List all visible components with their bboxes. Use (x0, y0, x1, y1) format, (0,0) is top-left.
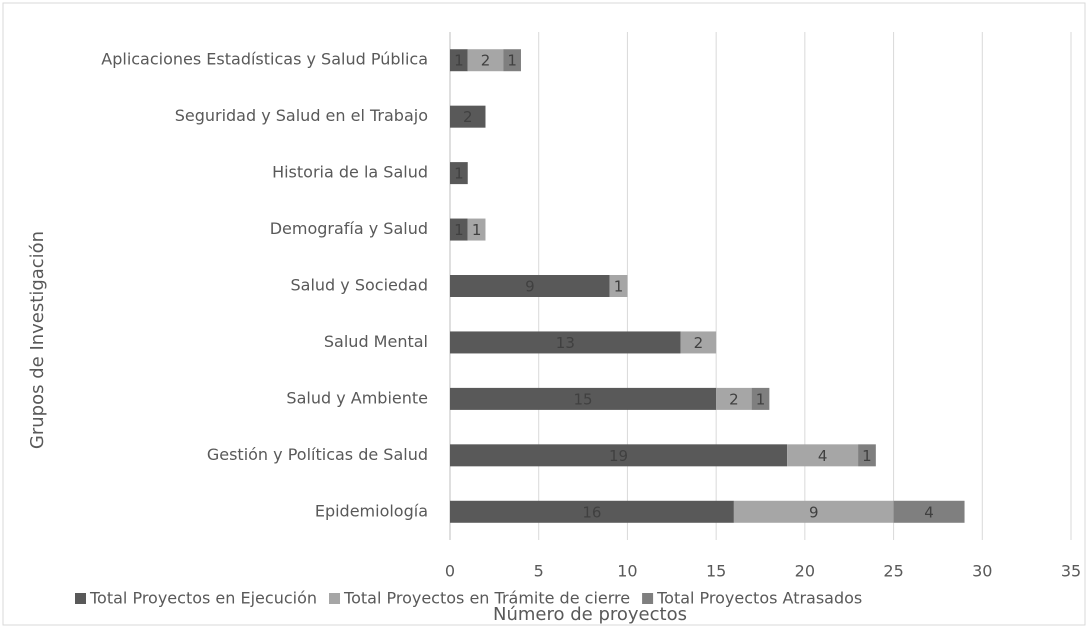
value-label: 1 (454, 52, 464, 70)
legend-label: Total Proyectos en Trámite de cierre (343, 589, 630, 608)
y-tick-label: Gestión y Políticas de Salud (207, 445, 428, 464)
y-tick-label: Salud y Sociedad (291, 276, 429, 295)
x-tick-label: 10 (617, 562, 637, 581)
value-label: 2 (463, 108, 473, 126)
value-label: 2 (694, 334, 704, 352)
y-tick-label: Epidemiología (315, 501, 428, 520)
y-tick-label: Salud y Ambiente (286, 388, 428, 407)
legend-label: Total Proyectos en Ejecución (89, 589, 317, 608)
bar-segment (450, 218, 468, 241)
x-tick-label: 15 (706, 562, 726, 581)
value-label: 1 (472, 221, 482, 239)
y-tick-label: Aplicaciones Estadísticas y Salud Públic… (101, 50, 428, 69)
bar-segment (733, 500, 894, 523)
value-label: 1 (507, 52, 517, 70)
value-label: 4 (818, 447, 828, 465)
value-label: 9 (809, 503, 819, 521)
x-tick-label: 5 (534, 562, 544, 581)
value-label: 1 (454, 165, 464, 183)
value-label: 9 (525, 278, 535, 296)
bar-segment (503, 49, 521, 72)
value-label: 1 (454, 221, 464, 239)
bar-segment (450, 500, 734, 523)
bar-segment (893, 500, 965, 523)
bar-segment (450, 444, 788, 467)
legend-label: Total Proyectos Atrasados (656, 589, 862, 608)
bar-segment (450, 387, 717, 410)
legend-swatch (329, 593, 341, 604)
value-label: 1 (862, 447, 872, 465)
bar-segment (467, 218, 486, 241)
bar-segment (450, 49, 468, 72)
value-label: 16 (582, 503, 601, 521)
x-axis-label: Número de proyectos (493, 604, 687, 625)
bar-segment (450, 162, 468, 185)
legend-swatch (75, 593, 86, 604)
bar-segment (787, 444, 859, 467)
y-tick-label: Salud Mental (324, 332, 428, 351)
bar-segment (609, 275, 628, 297)
y-tick-label: Demografía y Salud (270, 219, 428, 238)
y-tick-label: Seguridad y Salud en el Trabajo (175, 106, 428, 125)
bar-segment (751, 387, 770, 410)
value-label: 1 (756, 390, 766, 408)
bar-segment (680, 331, 717, 354)
x-tick-label: 0 (445, 562, 455, 581)
bar-segment (450, 105, 486, 128)
bar-segment (467, 49, 504, 72)
bar-segment (450, 275, 610, 297)
value-label: 4 (924, 503, 934, 521)
x-tick-label: 25 (883, 562, 903, 581)
legend-swatch (642, 593, 654, 604)
value-label: 15 (574, 390, 593, 408)
value-label: 2 (481, 52, 491, 70)
y-tick-label: Historia de la Salud (272, 163, 428, 182)
value-label: 1 (614, 278, 624, 296)
value-label: 19 (609, 447, 628, 465)
value-label: 2 (729, 390, 739, 408)
bar-segment (450, 331, 681, 354)
value-label: 13 (556, 334, 575, 352)
y-axis-label: Grupos de Investigación (27, 231, 48, 449)
bar-segment (716, 387, 752, 410)
x-tick-label: 35 (1061, 562, 1081, 581)
bar-segment (858, 444, 876, 467)
x-tick-label: 20 (795, 562, 815, 581)
x-tick-label: 30 (972, 562, 992, 581)
